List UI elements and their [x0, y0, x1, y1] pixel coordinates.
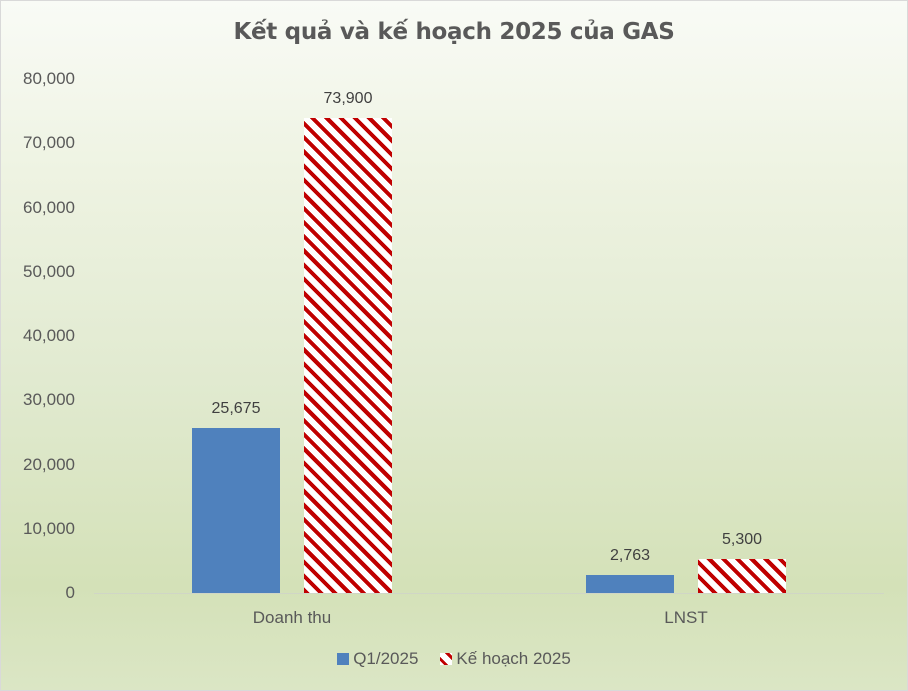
data-label: 73,900 [323, 90, 373, 108]
legend-label: Q1/2025 [353, 649, 419, 668]
bar-q1-2025-lnst[interactable] [586, 575, 674, 593]
data-label: 2,763 [609, 547, 651, 565]
legend-label: Kế hoạch 2025 [456, 649, 571, 668]
data-label: 25,675 [211, 400, 261, 418]
bar-q1-2025-doanh-thu[interactable] [192, 428, 280, 593]
legend: Q1/2025 Kế hoạch 2025 [1, 649, 907, 669]
y-tick-label: 60,000 [23, 197, 75, 217]
y-tick-label: 0 [65, 583, 75, 602]
legend-item-q1-2025[interactable]: Q1/2025 [337, 649, 418, 669]
y-tick-label: 50,000 [23, 261, 75, 281]
y-tick-label: 30,000 [23, 390, 75, 410]
legend-swatch-hatch-icon [440, 653, 453, 665]
x-category-label: LNST [664, 608, 708, 627]
y-tick-label: 40,000 [23, 326, 75, 345]
y-tick-label: 80,000 [23, 69, 75, 88]
x-category-label: Doanh thu [252, 608, 332, 627]
legend-item-ke-hoach-2025[interactable]: Kế hoạch 2025 [440, 649, 571, 669]
y-tick-label: 70,000 [23, 133, 75, 153]
bar-ke-hoach-2025-lnst[interactable] [698, 558, 786, 593]
bar-ke-hoach-2025-doanh-thu[interactable] [304, 118, 392, 593]
y-tick-label: 20,000 [23, 454, 75, 474]
x-axis-baseline [94, 593, 884, 594]
data-label: 5,300 [721, 530, 763, 548]
legend-swatch-blue-icon [337, 653, 350, 665]
chart-title: Kết quả và kế hoạch 2025 của GAS [233, 19, 675, 45]
y-tick-label: 10,000 [23, 518, 75, 538]
